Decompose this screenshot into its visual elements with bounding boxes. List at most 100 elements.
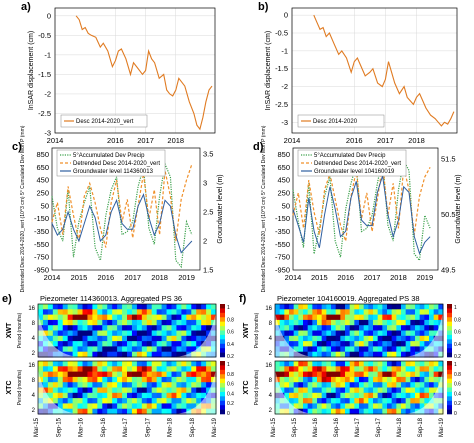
heat-cell [373, 335, 379, 342]
colorbar-cell [447, 383, 452, 388]
x-tick-label: 2017 [137, 136, 154, 145]
heat-cell [345, 351, 351, 358]
heat-cell [102, 371, 108, 378]
heat-cell [92, 346, 98, 353]
heat-cell [47, 319, 54, 326]
heat-cell [146, 314, 153, 321]
heat-cell [196, 304, 202, 310]
heat-cell [359, 319, 365, 326]
y-tick-label: 4 [32, 336, 36, 342]
heat-cell [354, 408, 360, 415]
heat-cell [405, 341, 411, 347]
x-tick-label: Mar-17 [123, 417, 129, 437]
heat-cell [131, 366, 138, 372]
panel-title: Piezometer 104160019. Aggregated PS 38 [277, 294, 420, 303]
heat-cell [312, 335, 318, 342]
heat-cell [102, 387, 108, 394]
heat-cell [102, 335, 108, 342]
y-tick-label: 2 [32, 351, 36, 357]
heat-cell [186, 398, 192, 404]
heat-cell [127, 335, 133, 342]
heat-cell [377, 366, 383, 372]
colorbar-cell [220, 334, 225, 340]
heat-cell [377, 346, 383, 353]
heat-cell [368, 341, 374, 347]
heat-cell [191, 341, 197, 347]
heat-cell [57, 361, 64, 367]
y-tick-label: -1 [44, 50, 51, 59]
heat-cell [131, 361, 138, 367]
heat-cell [67, 371, 74, 378]
heat-cell [97, 387, 103, 394]
heat-cell [293, 330, 299, 337]
heat-cell [382, 387, 388, 394]
heat-cell [57, 325, 64, 331]
heat-cell [146, 319, 153, 326]
heat-cell [67, 361, 74, 367]
heat-cell [396, 376, 402, 383]
heat-cell [433, 376, 439, 383]
heat-cell [112, 403, 118, 410]
colorbar-cell [220, 312, 225, 318]
heat-cell [42, 376, 49, 383]
heat-cell [349, 309, 355, 315]
heat-cell [293, 371, 299, 378]
heat-cell [82, 314, 88, 321]
heat-cell [293, 341, 299, 347]
legend-box [60, 114, 148, 128]
heat-cell [92, 376, 98, 383]
heat-cell [326, 351, 332, 358]
panel-label-2: c) [12, 141, 22, 153]
heat-cell [42, 330, 49, 337]
heat-cell [303, 366, 309, 372]
heat-cell [67, 309, 74, 315]
heat-cell [298, 330, 304, 337]
colorbar-cell [447, 326, 452, 331]
heat-cell [62, 371, 69, 378]
heat-cell [112, 392, 118, 399]
heat-cell [156, 398, 163, 404]
heat-cell [368, 398, 374, 404]
heat-cell [151, 403, 158, 410]
row-label: XWT [6, 322, 13, 338]
heat-cell [279, 330, 285, 337]
heat-cell [349, 304, 355, 310]
heat-cell [354, 382, 360, 388]
heat-cell [141, 403, 148, 410]
heat-cell [117, 314, 123, 321]
heat-cell [307, 361, 313, 367]
heat-cell [127, 309, 133, 315]
heat-cell [331, 325, 337, 331]
heat-cell [312, 403, 318, 410]
heat-cell [340, 403, 346, 410]
heat-cell [429, 387, 435, 394]
heat-cell [415, 387, 421, 394]
heat-cell [405, 408, 411, 415]
heat-cell [377, 408, 383, 415]
colorbar-tick-label: 1 [227, 305, 230, 311]
heat-cell [307, 398, 313, 404]
heat-cell [279, 382, 285, 388]
heat-cell [401, 309, 407, 315]
y-tick-label: -0.5 [275, 29, 288, 38]
heat-cell [127, 319, 133, 326]
heat-cell [191, 361, 197, 367]
heat-cell [359, 335, 365, 342]
heat-cell [354, 403, 360, 410]
y-axis-label: Period (months) [17, 369, 23, 405]
heat-cell [359, 387, 365, 394]
heat-cell [176, 314, 182, 321]
heat-cell [52, 387, 59, 394]
heat-cell [122, 304, 128, 310]
heat-cell [67, 382, 74, 388]
heat-cell [141, 325, 148, 331]
heat-cell [82, 403, 88, 410]
heat-cell [429, 314, 435, 321]
heat-cell [354, 319, 360, 326]
heat-cell [117, 330, 123, 337]
heat-cell [326, 304, 332, 310]
heat-cell [396, 341, 402, 347]
heat-cell [161, 319, 167, 326]
colorbar-tick-label: 0.8 [454, 317, 461, 323]
heat-cell [363, 382, 369, 388]
